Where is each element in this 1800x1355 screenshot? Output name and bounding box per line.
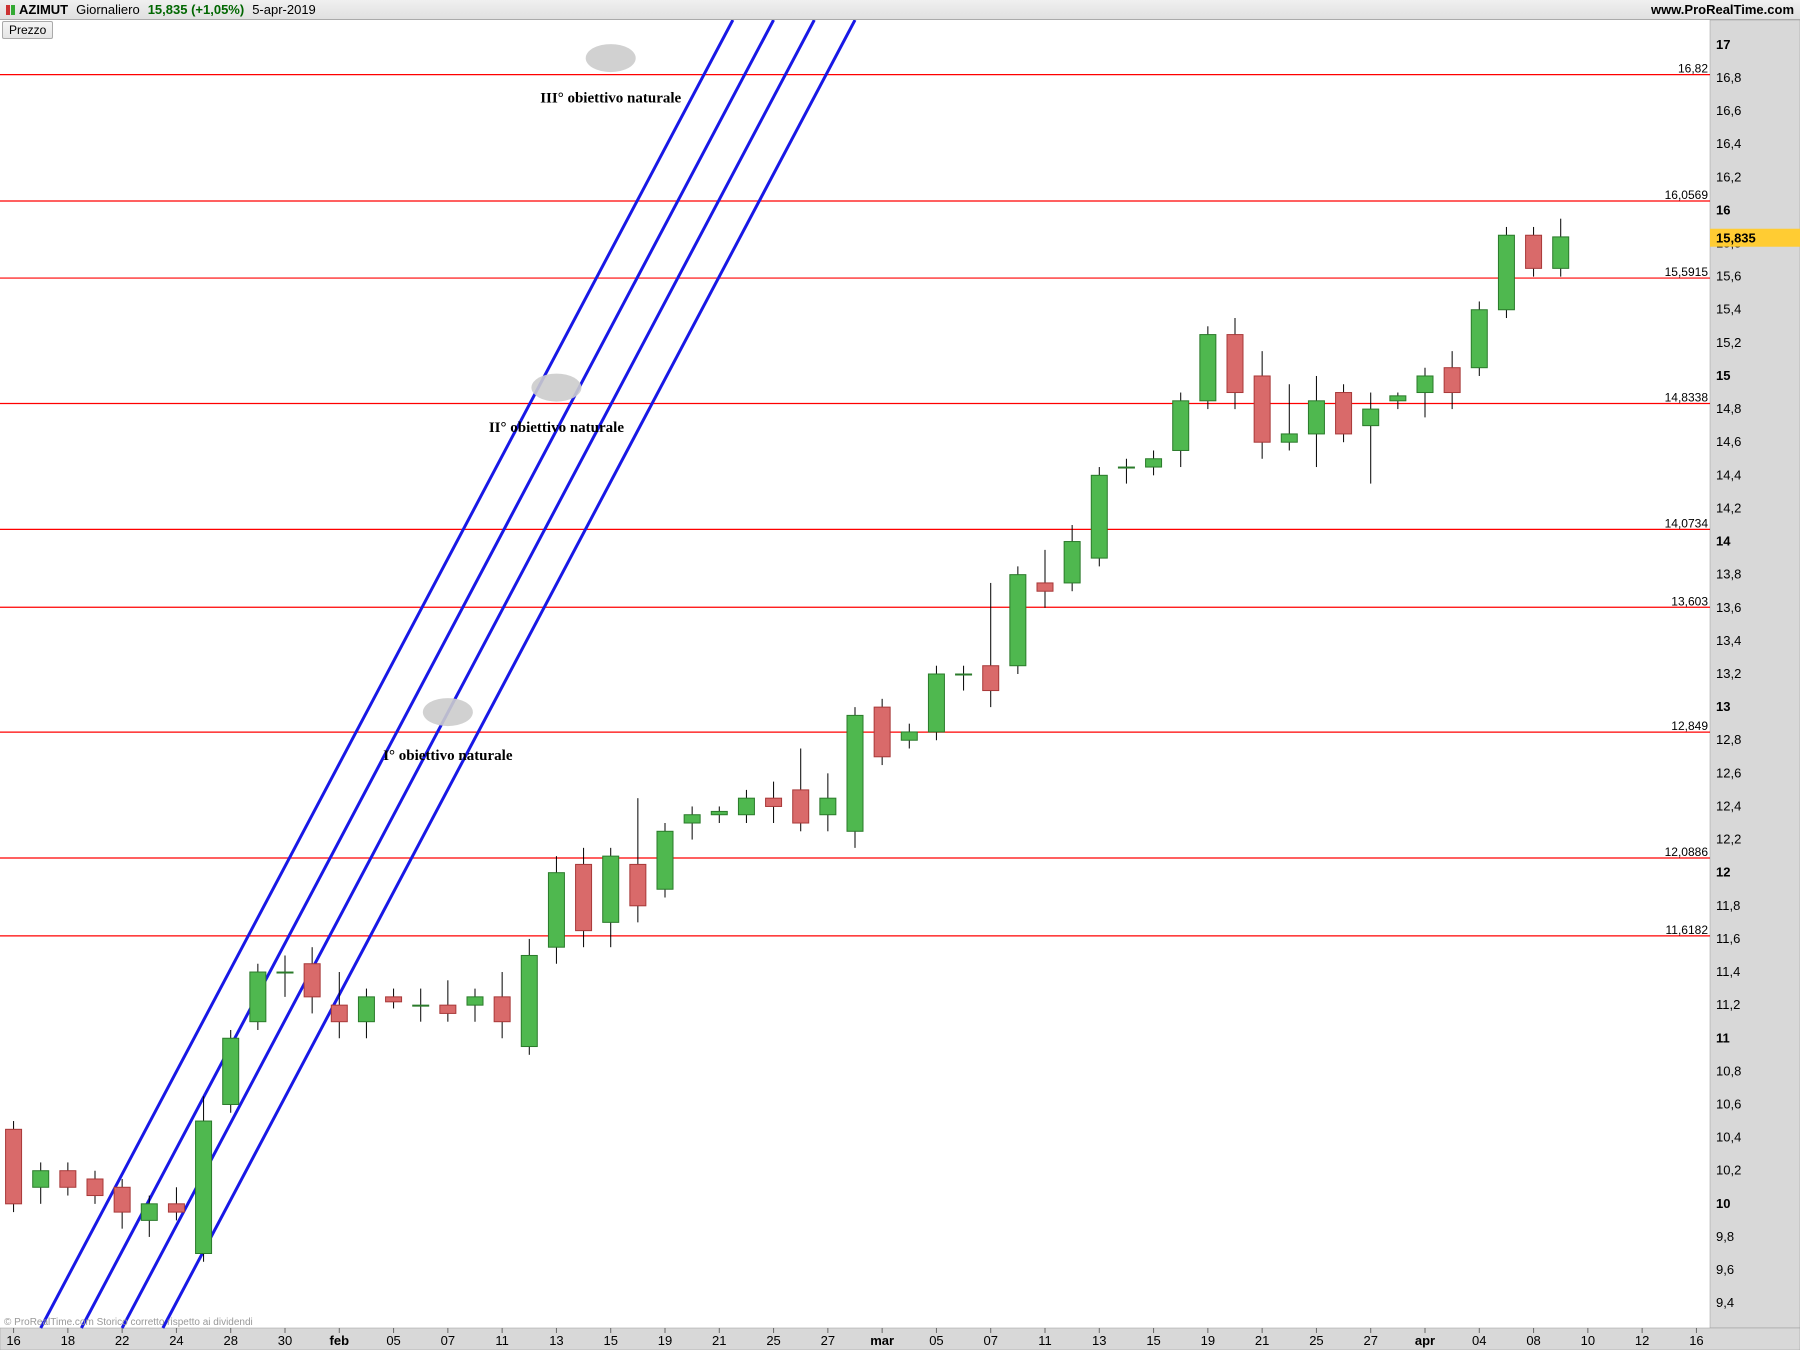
svg-text:25: 25 xyxy=(1309,1333,1323,1348)
svg-text:10,2: 10,2 xyxy=(1716,1163,1741,1178)
svg-text:07: 07 xyxy=(983,1333,997,1348)
period-label: Giornaliero xyxy=(76,2,140,17)
svg-text:27: 27 xyxy=(1363,1333,1377,1348)
svg-text:13,6: 13,6 xyxy=(1716,600,1741,615)
svg-text:14,4: 14,4 xyxy=(1716,467,1741,482)
svg-text:12,6: 12,6 xyxy=(1716,765,1741,780)
svg-text:9,4: 9,4 xyxy=(1716,1295,1734,1310)
svg-text:07: 07 xyxy=(441,1333,455,1348)
svg-text:9,6: 9,6 xyxy=(1716,1262,1734,1277)
svg-text:10,8: 10,8 xyxy=(1716,1063,1741,1078)
svg-text:14: 14 xyxy=(1716,534,1731,549)
svg-text:16,8: 16,8 xyxy=(1716,70,1741,85)
svg-text:05: 05 xyxy=(929,1333,943,1348)
svg-text:14,2: 14,2 xyxy=(1716,500,1741,515)
svg-text:14,6: 14,6 xyxy=(1716,434,1741,449)
svg-text:15,4: 15,4 xyxy=(1716,302,1741,317)
svg-text:12,4: 12,4 xyxy=(1716,798,1741,813)
svg-text:30: 30 xyxy=(278,1333,292,1348)
svg-text:12: 12 xyxy=(1635,1333,1649,1348)
svg-text:14,8338: 14,8338 xyxy=(1665,390,1709,404)
svg-text:13,8: 13,8 xyxy=(1716,567,1741,582)
candle-icon xyxy=(6,5,15,15)
svg-text:18: 18 xyxy=(61,1333,75,1348)
svg-text:13,603: 13,603 xyxy=(1671,594,1708,608)
svg-text:15,835: 15,835 xyxy=(1716,231,1756,246)
svg-text:13,2: 13,2 xyxy=(1716,666,1741,681)
svg-text:12,8: 12,8 xyxy=(1716,732,1741,747)
svg-text:II° obiettivo naturale: II° obiettivo naturale xyxy=(489,420,625,436)
svg-text:05: 05 xyxy=(386,1333,400,1348)
svg-text:15: 15 xyxy=(1716,368,1730,383)
svg-text:16,6: 16,6 xyxy=(1716,103,1741,118)
svg-text:12,849: 12,849 xyxy=(1671,719,1708,733)
svg-text:15: 15 xyxy=(603,1333,617,1348)
svg-text:14,8: 14,8 xyxy=(1716,401,1741,416)
svg-text:14,0734: 14,0734 xyxy=(1665,516,1709,530)
svg-text:21: 21 xyxy=(1255,1333,1269,1348)
svg-text:9,8: 9,8 xyxy=(1716,1229,1734,1244)
svg-text:08: 08 xyxy=(1526,1333,1540,1348)
svg-text:27: 27 xyxy=(821,1333,835,1348)
svg-text:19: 19 xyxy=(1201,1333,1215,1348)
svg-text:15,6: 15,6 xyxy=(1716,269,1741,284)
svg-text:10,6: 10,6 xyxy=(1716,1096,1741,1111)
svg-text:24: 24 xyxy=(169,1333,183,1348)
svg-text:28: 28 xyxy=(223,1333,237,1348)
svg-text:16: 16 xyxy=(1716,202,1730,217)
chart-header: AZIMUT Giornaliero 15,835 (+1,05%) 5-apr… xyxy=(0,0,1800,20)
ticker-symbol: AZIMUT xyxy=(19,2,68,17)
svg-text:17: 17 xyxy=(1716,37,1730,52)
svg-text:10: 10 xyxy=(1581,1333,1595,1348)
svg-text:16,4: 16,4 xyxy=(1716,136,1741,151)
svg-text:15,5915: 15,5915 xyxy=(1665,265,1709,279)
svg-text:11,4: 11,4 xyxy=(1716,964,1740,979)
prezzo-badge: Prezzo xyxy=(2,21,53,39)
svg-text:13: 13 xyxy=(549,1333,563,1348)
copyright-label: © ProRealTime.com Storico corretto rispe… xyxy=(4,1317,253,1328)
chart-area[interactable]: 9,4 9,6 9,8 10 10,2 10,4 10,6 10,8 11 11,2 11,4 11,… xyxy=(0,20,1800,1350)
svg-text:feb: feb xyxy=(330,1333,350,1348)
svg-text:22: 22 xyxy=(115,1333,129,1348)
brand-label: www.ProRealTime.com xyxy=(1651,2,1794,17)
svg-text:10,4: 10,4 xyxy=(1716,1130,1741,1145)
svg-text:16,0569: 16,0569 xyxy=(1665,188,1709,202)
svg-text:21: 21 xyxy=(712,1333,726,1348)
svg-text:13: 13 xyxy=(1716,699,1730,714)
svg-text:11,2: 11,2 xyxy=(1716,997,1740,1012)
svg-text:13,4: 13,4 xyxy=(1716,633,1741,648)
svg-text:16: 16 xyxy=(6,1333,20,1348)
svg-text:apr: apr xyxy=(1415,1333,1435,1348)
date-label: 5-apr-2019 xyxy=(252,2,316,17)
svg-text:16,2: 16,2 xyxy=(1716,169,1741,184)
svg-text:11,6: 11,6 xyxy=(1716,931,1740,946)
svg-text:16,82: 16,82 xyxy=(1678,62,1708,76)
svg-text:12: 12 xyxy=(1716,865,1730,880)
svg-text:12,0886: 12,0886 xyxy=(1665,845,1709,859)
candlestick-chart[interactable]: 9,4 9,6 9,8 10 10,2 10,4 10,6 10,8 11 11,2 11,4 11,… xyxy=(0,20,1800,1350)
svg-text:19: 19 xyxy=(658,1333,672,1348)
svg-text:11: 11 xyxy=(1038,1333,1052,1348)
svg-text:13: 13 xyxy=(1092,1333,1106,1348)
svg-text:I° obiettivo naturale: I° obiettivo naturale xyxy=(383,748,513,764)
svg-text:10: 10 xyxy=(1716,1196,1730,1211)
price-label: 15,835 (+1,05%) xyxy=(148,2,244,17)
svg-text:11,8: 11,8 xyxy=(1716,898,1740,913)
svg-text:12,2: 12,2 xyxy=(1716,832,1741,847)
svg-text:III° obiettivo naturale: III° obiettivo naturale xyxy=(540,91,681,107)
svg-text:16: 16 xyxy=(1689,1333,1703,1348)
svg-text:11: 11 xyxy=(1716,1030,1730,1045)
svg-text:15,2: 15,2 xyxy=(1716,335,1741,350)
svg-text:04: 04 xyxy=(1472,1333,1486,1348)
svg-text:11,6182: 11,6182 xyxy=(1666,923,1709,937)
svg-text:15: 15 xyxy=(1146,1333,1160,1348)
svg-text:25: 25 xyxy=(766,1333,780,1348)
svg-text:11: 11 xyxy=(495,1333,509,1348)
svg-text:mar: mar xyxy=(870,1333,894,1348)
